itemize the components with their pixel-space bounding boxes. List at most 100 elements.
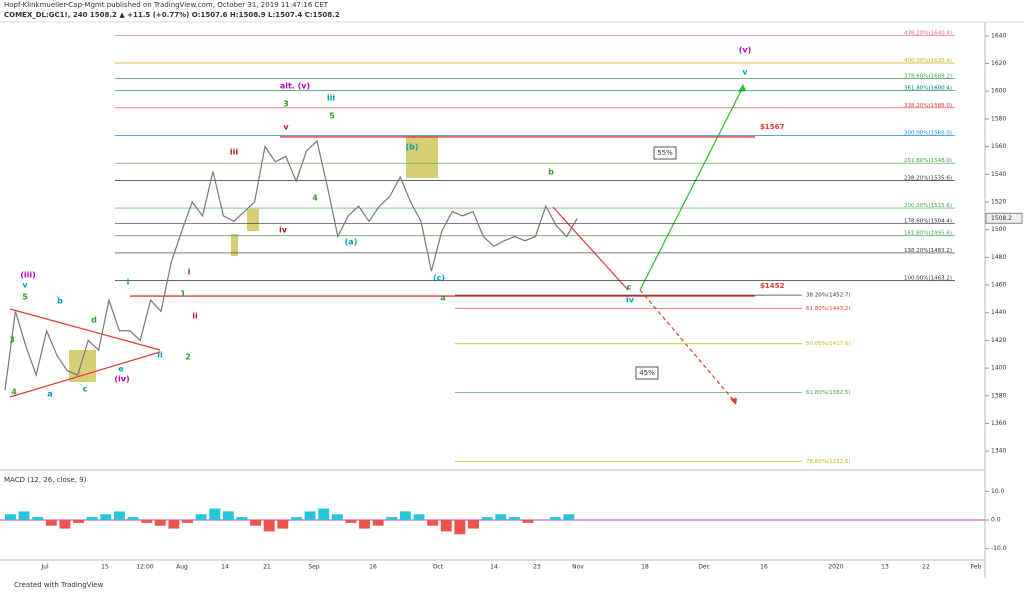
y-tick-label: 1560 bbox=[991, 143, 1006, 150]
y-tick-label: 1360 bbox=[991, 420, 1006, 427]
projection-down bbox=[552, 206, 629, 291]
macd-tick-label: 10.0 bbox=[991, 488, 1005, 495]
wave-label: a bbox=[47, 390, 52, 399]
wave-label: 3 bbox=[9, 336, 15, 345]
x-tick-label: Oct bbox=[433, 564, 444, 571]
wave-label: v bbox=[742, 68, 748, 77]
wave-label: 4 bbox=[312, 194, 318, 203]
x-tick-label: Dec bbox=[698, 564, 710, 571]
scenario-box bbox=[635, 366, 659, 380]
trend-line bbox=[9, 351, 161, 398]
wave-label: 4 bbox=[11, 388, 17, 397]
macd-bar bbox=[195, 514, 207, 520]
x-tick-label: 18 bbox=[641, 564, 649, 571]
wave-label: v bbox=[22, 281, 28, 290]
macd-bar bbox=[277, 520, 289, 529]
fib-label: 100.00%(1463.2) bbox=[904, 276, 952, 282]
macd-tick-label: 0.0 bbox=[991, 517, 1001, 524]
wave-label: (iv) bbox=[114, 375, 129, 384]
macd-bar bbox=[32, 517, 44, 520]
arrow-head bbox=[730, 398, 737, 405]
macd-bar bbox=[113, 511, 125, 520]
macd-bar bbox=[386, 517, 398, 520]
wave-label: iii bbox=[230, 148, 238, 157]
x-tick-label: Sep bbox=[308, 564, 320, 571]
scenario-label: 45% bbox=[639, 369, 655, 377]
fib-label: 300.00%(1568.0) bbox=[904, 131, 952, 137]
macd-bar bbox=[5, 514, 16, 520]
wave-label: i bbox=[127, 278, 130, 287]
highlight-box bbox=[69, 350, 96, 382]
y-tick-label: 1420 bbox=[991, 337, 1006, 344]
fib-label: 50.00%(1417.6) bbox=[806, 341, 851, 347]
macd-bar bbox=[304, 511, 316, 520]
y-tick-label: 1400 bbox=[991, 365, 1006, 372]
macd-bar bbox=[59, 520, 71, 529]
wave-label: e bbox=[118, 365, 124, 374]
macd-bar bbox=[263, 520, 275, 532]
wave-label: (v) bbox=[739, 46, 752, 55]
wave-label: 1 bbox=[180, 290, 186, 299]
macd-bar bbox=[86, 517, 98, 520]
y-tick-label: 1480 bbox=[991, 254, 1006, 261]
macd-bar bbox=[168, 520, 180, 529]
macd-bar bbox=[468, 520, 479, 529]
wave-label: (iii) bbox=[20, 271, 36, 280]
x-tick-label: Feb bbox=[971, 564, 982, 571]
target-label: $1567 bbox=[760, 123, 784, 131]
x-tick-label: 23 bbox=[533, 564, 541, 571]
x-tick-label: 16 bbox=[760, 564, 768, 571]
symbol-info: COMEX_DL:GC1!, 240 1508.2 ▲ +11.5 (+0.77… bbox=[4, 11, 340, 19]
footer: Created with TradingView bbox=[14, 581, 104, 589]
x-tick-label: 14 bbox=[490, 564, 498, 571]
wave-label: i bbox=[188, 268, 191, 277]
macd-bar bbox=[73, 520, 84, 523]
macd-bar bbox=[413, 514, 425, 520]
macd-bar bbox=[318, 508, 330, 520]
wave-label: b bbox=[548, 168, 554, 177]
y-tick-label: 1440 bbox=[991, 309, 1006, 316]
y-tick-label: 1340 bbox=[991, 448, 1006, 455]
macd-bar bbox=[222, 511, 234, 520]
y-tick-label: 1380 bbox=[991, 392, 1006, 399]
fib-label: 61.80%(1382.5) bbox=[806, 390, 851, 396]
trend-line bbox=[9, 308, 161, 351]
macd-bar bbox=[236, 517, 248, 520]
wave-label: ii bbox=[192, 312, 198, 321]
wave-label: ii bbox=[157, 351, 163, 360]
x-tick-label: Jul bbox=[40, 564, 49, 571]
wave-label: iii bbox=[327, 94, 335, 103]
x-tick-label: 22 bbox=[922, 564, 930, 571]
fib-label: 261.80%(1548.0) bbox=[904, 158, 952, 164]
wave-label: a bbox=[440, 294, 445, 303]
macd-bar bbox=[127, 517, 139, 520]
macd-bar bbox=[331, 514, 343, 520]
x-tick-label: 2020 bbox=[828, 564, 843, 571]
y-tick-label: 1620 bbox=[991, 60, 1006, 67]
fib-label: 78.60%(1332.6) bbox=[806, 459, 851, 465]
wave-label: v bbox=[283, 123, 289, 132]
wave-label: iv bbox=[626, 296, 635, 305]
scenario-box bbox=[653, 146, 677, 160]
y-tick-label: 1460 bbox=[991, 282, 1006, 289]
fib-label: 361.80%(1600.4) bbox=[904, 86, 952, 92]
wave-label: alt. (v) bbox=[280, 82, 310, 91]
arrow-head bbox=[738, 84, 746, 92]
fib-label: 178.60%(1504.4) bbox=[904, 219, 952, 225]
x-tick-label: 15 bbox=[101, 564, 109, 571]
macd-bar bbox=[154, 520, 166, 526]
y-tick-label: 1600 bbox=[991, 88, 1006, 95]
macd-bar bbox=[359, 520, 370, 529]
projection-alt bbox=[639, 289, 736, 403]
wave-label: (c) bbox=[433, 274, 445, 283]
macd-bar bbox=[427, 520, 439, 526]
fib-label: 378.60%(1609.2) bbox=[904, 73, 952, 79]
x-tick-label: 14 bbox=[221, 564, 229, 571]
macd-bar bbox=[45, 520, 57, 526]
macd-tick-label: -10.0 bbox=[991, 545, 1007, 552]
macd-bar bbox=[141, 520, 153, 523]
macd-bar bbox=[454, 520, 466, 535]
macd-bar bbox=[563, 514, 575, 520]
y-tick-label: 1540 bbox=[991, 171, 1006, 178]
price-line bbox=[4, 139, 578, 391]
